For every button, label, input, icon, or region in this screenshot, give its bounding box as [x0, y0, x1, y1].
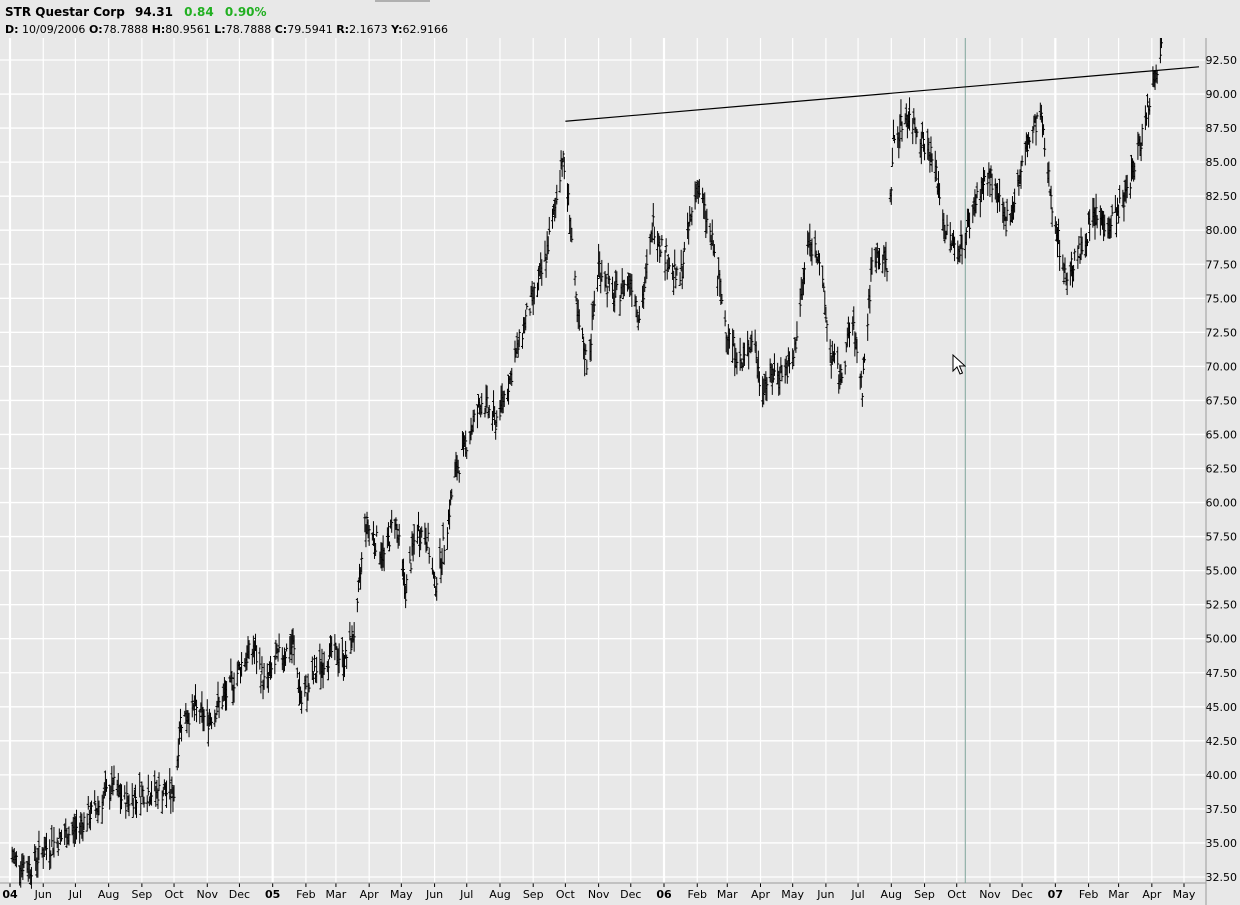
- x-tick-label: 07: [1048, 888, 1063, 901]
- date-label: D:: [5, 23, 19, 36]
- y-tick-label: 42.50: [1206, 735, 1238, 748]
- y-tick-label: 72.50: [1206, 326, 1238, 339]
- x-tick-label: Oct: [947, 888, 967, 901]
- x-tick-label: Nov: [197, 888, 219, 901]
- cursor-y-value: 62.9166: [402, 23, 449, 36]
- x-tick-label: Feb: [1079, 888, 1098, 901]
- x-tick-label: Apr: [751, 888, 771, 901]
- y-tick-label: 60.00: [1206, 497, 1238, 510]
- x-tick-label: Jul: [850, 888, 864, 901]
- x-tick-label: Mar: [326, 888, 347, 901]
- x-tick-label: May: [390, 888, 413, 901]
- y-tick-label: 80.00: [1206, 224, 1238, 237]
- y-tick-label: 77.50: [1206, 258, 1238, 271]
- last-price: 94.31: [134, 5, 173, 19]
- open-value: 78.7888: [102, 23, 149, 36]
- x-tick-label: Jun: [425, 888, 443, 901]
- x-tick-label: Mar: [717, 888, 738, 901]
- chart-header: STR Questar Corp 94.31 0.84 0.90% D: 10/…: [0, 0, 1240, 38]
- close-label: C:: [274, 23, 288, 36]
- ticker-symbol: STR: [5, 5, 32, 19]
- x-tick-label: Dec: [620, 888, 641, 901]
- range-value: 2.1673: [349, 23, 388, 36]
- x-tick-label: Jun: [816, 888, 834, 901]
- y-tick-label: 45.00: [1206, 701, 1238, 714]
- price-change: 0.84: [184, 5, 214, 19]
- company-name: Questar Corp: [35, 5, 125, 19]
- y-tick-label: 67.50: [1206, 394, 1238, 407]
- chart-background: [0, 38, 1240, 905]
- close-value: 79.5941: [287, 23, 333, 36]
- x-tick-label: Aug: [98, 888, 119, 901]
- y-tick-label: 50.00: [1206, 633, 1238, 646]
- x-tick-label: Feb: [296, 888, 315, 901]
- y-tick-label: 65.00: [1206, 428, 1238, 441]
- y-tick-label: 57.50: [1206, 531, 1238, 544]
- x-tick-label: Oct: [165, 888, 185, 901]
- y-tick-label: 62.50: [1206, 463, 1238, 476]
- y-tick-label: 90.00: [1206, 88, 1238, 101]
- y-tick-label: 47.50: [1206, 667, 1238, 680]
- ohlc-readout: D: 10/09/2006 O:78.7888 H:80.9561 L:78.7…: [5, 23, 448, 36]
- y-tick-label: 85.00: [1206, 156, 1238, 169]
- mouse-pointer-icon: [952, 354, 966, 375]
- cursor-y-label: Y:: [391, 23, 403, 36]
- x-tick-label: Mar: [1108, 888, 1129, 901]
- open-label: O:: [88, 23, 103, 36]
- x-tick-label: 06: [656, 888, 672, 901]
- date-value: 10/09/2006: [22, 23, 86, 36]
- x-tick-label: Jun: [34, 888, 52, 901]
- y-tick-label: 32.50: [1206, 871, 1238, 884]
- y-tick-label: 70.00: [1206, 360, 1238, 373]
- x-tick-label: Apr: [1142, 888, 1162, 901]
- y-tick-label: 37.50: [1206, 803, 1238, 816]
- y-tick-label: 52.50: [1206, 599, 1238, 612]
- trendline: [565, 66, 1200, 122]
- x-tick-label: Aug: [489, 888, 510, 901]
- x-tick-label: Dec: [229, 888, 250, 901]
- x-tick-label: May: [1173, 888, 1196, 901]
- x-tick-label: Feb: [688, 888, 707, 901]
- title-line: STR Questar Corp 94.31 0.84 0.90%: [5, 5, 267, 19]
- y-tick-label: 75.00: [1206, 292, 1238, 305]
- x-tick-label: Jul: [459, 888, 473, 901]
- high-value: 80.9561: [165, 23, 211, 36]
- x-tick-label: Apr: [360, 888, 380, 901]
- y-tick-label: 92.50: [1206, 54, 1238, 67]
- x-tick-label: Sep: [914, 888, 935, 901]
- x-tick-label: Nov: [588, 888, 610, 901]
- y-tick-label: 87.50: [1206, 122, 1238, 135]
- x-tick-label: Sep: [523, 888, 544, 901]
- low-value: 78.7888: [225, 23, 272, 36]
- high-label: H:: [151, 23, 166, 36]
- x-tick-label: Sep: [132, 888, 153, 901]
- ohlc-bars: [10, 38, 1163, 889]
- x-tick-label: 04: [2, 888, 18, 901]
- price-chart[interactable]: 32.50 35.00 37.50 40.00 42.50 45.00 47.50 50.00…: [0, 38, 1240, 905]
- x-tick-label: Aug: [881, 888, 902, 901]
- header-tab-indicator: [375, 0, 430, 2]
- x-tick-label: Nov: [979, 888, 1001, 901]
- x-tick-label: Oct: [556, 888, 576, 901]
- x-tick-label: 05: [265, 888, 280, 901]
- y-tick-label: 35.00: [1206, 837, 1238, 850]
- y-tick-label: 55.00: [1206, 565, 1238, 578]
- range-label: R:: [336, 23, 350, 36]
- price-change-percent: 0.90%: [224, 5, 267, 19]
- x-tick-label: May: [781, 888, 804, 901]
- low-label: L:: [214, 23, 226, 36]
- y-tick-label: 82.50: [1206, 190, 1238, 203]
- x-tick-label: Dec: [1011, 888, 1032, 901]
- x-tick-label: Jul: [68, 888, 82, 901]
- y-tick-label: 40.00: [1206, 769, 1238, 782]
